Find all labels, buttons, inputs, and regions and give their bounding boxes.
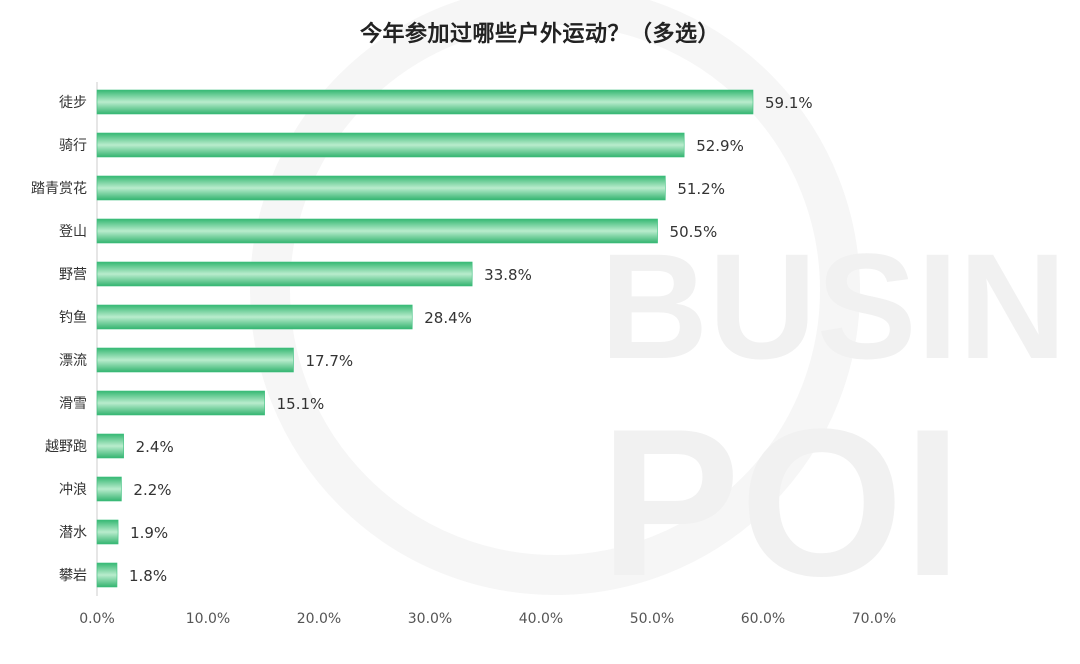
value-label: 52.9% [696, 137, 744, 155]
value-label: 15.1% [277, 395, 325, 413]
x-axis-ticks: 0.0% 10.0% 20.0% 30.0% 40.0% 50.0% 60.0% 70.0% [79, 611, 896, 627]
value-label: 17.7% [305, 352, 353, 370]
value-label: 28.4% [424, 309, 472, 327]
value-label: 1.9% [130, 524, 168, 542]
category-label: 登山 [59, 224, 87, 240]
x-tick-label: 60.0% [741, 611, 785, 627]
bar [96, 476, 122, 502]
category-label: 钓鱼 [59, 309, 87, 326]
category-label: 冲浪 [59, 482, 87, 498]
bar [96, 519, 119, 545]
x-tick-label: 50.0% [630, 611, 674, 627]
category-label: 野营 [59, 267, 87, 283]
bar [96, 132, 685, 158]
bar [96, 261, 473, 287]
bar [96, 562, 118, 588]
value-label: 59.1% [765, 94, 813, 112]
x-tick-label: 40.0% [519, 611, 563, 627]
category-label: 踏青赏花 [31, 181, 87, 197]
category-label: 潜水 [59, 525, 87, 541]
chart-title: 今年参加过哪些户外运动？（多选） [359, 22, 720, 47]
category-label: 越野跑 [45, 439, 87, 455]
x-tick-label: 70.0% [852, 611, 896, 627]
value-label: 51.2% [677, 180, 725, 198]
bar [96, 218, 658, 244]
x-tick-label: 20.0% [297, 611, 341, 627]
value-label: 1.8% [129, 567, 167, 585]
category-label: 漂流 [59, 353, 87, 369]
value-label: 50.5% [670, 223, 718, 241]
category-label: 徒步 [59, 95, 87, 111]
bar [96, 304, 413, 330]
bar [96, 433, 124, 459]
category-label: 滑雪 [59, 395, 87, 412]
value-label: 2.4% [136, 438, 174, 456]
bar [96, 175, 666, 201]
bar [96, 347, 294, 373]
x-tick-label: 10.0% [186, 611, 230, 627]
category-label: 骑行 [59, 138, 87, 154]
x-tick-label: 30.0% [408, 611, 452, 627]
bar [96, 89, 754, 115]
bars-layer: 徒步 59.1% 骑行 52.9% 踏青赏花 51.2% 登山 50.5% 野营 33.8% 钓鱼 2… [31, 82, 813, 596]
category-label: 攀岩 [59, 568, 87, 584]
x-tick-label: 0.0% [79, 611, 115, 627]
bar [96, 390, 265, 416]
value-label: 2.2% [133, 481, 171, 499]
value-label: 33.8% [484, 266, 532, 284]
